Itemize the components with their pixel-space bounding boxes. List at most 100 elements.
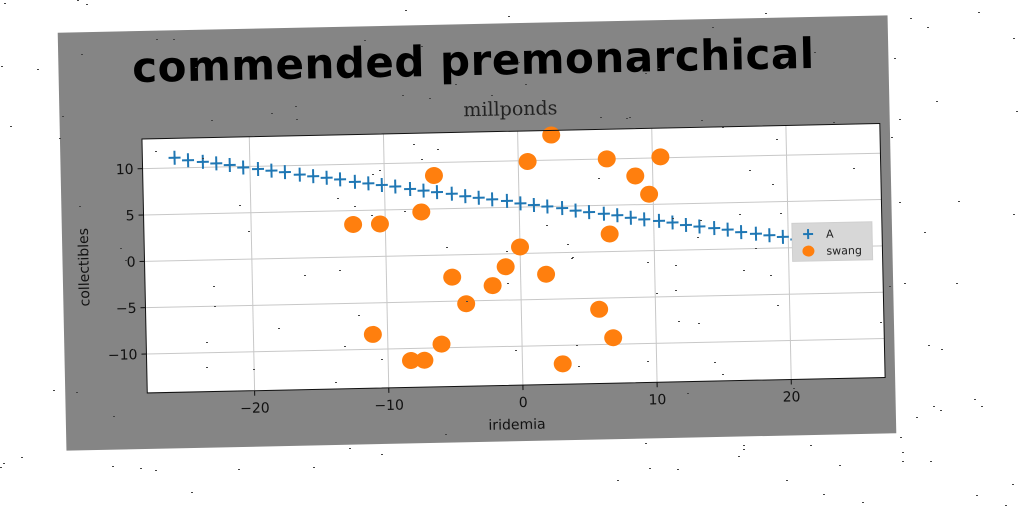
noise-speck	[421, 159, 423, 160]
y-gridline	[144, 245, 883, 262]
noise-speck	[743, 270, 745, 271]
noise-speck	[772, 184, 774, 185]
y-axis-label: collectibles	[76, 228, 94, 307]
noise-speck	[371, 215, 373, 216]
y-gridline	[145, 291, 884, 309]
noise-speck	[940, 410, 942, 411]
series-a-point	[182, 153, 195, 168]
noise-speck	[777, 305, 779, 306]
noise-speck	[743, 449, 745, 450]
x-gridline	[382, 133, 390, 388]
noise-speck	[133, 349, 135, 350]
noise-speck	[749, 170, 751, 171]
noise-speck	[678, 321, 680, 322]
noise-speck	[894, 58, 896, 59]
noise-speck	[776, 139, 778, 140]
noise-speck	[645, 443, 647, 444]
noise-speck	[900, 437, 902, 438]
noise-speck	[833, 122, 835, 123]
swang-point	[370, 215, 389, 233]
legend-label: A	[826, 228, 834, 241]
noise-speck	[1013, 38, 1015, 39]
series-a-point	[693, 219, 706, 234]
noise-speck	[924, 232, 926, 233]
noise-speck	[140, 468, 142, 469]
noise-speck	[862, 502, 864, 503]
noise-speck	[910, 18, 912, 19]
noise-speck	[344, 346, 346, 347]
noise-speck	[899, 119, 901, 120]
noise-speck	[466, 301, 468, 302]
noise-speck	[10, 126, 12, 127]
noise-speck	[21, 457, 23, 458]
noise-speck	[546, 225, 548, 226]
noise-speck	[765, 13, 767, 14]
noise-speck	[271, 113, 273, 114]
swang-point	[496, 258, 515, 276]
series-a-point	[486, 192, 499, 207]
noise-speck	[904, 283, 906, 284]
noise-speck	[930, 461, 932, 462]
series-a-point	[721, 222, 734, 237]
noise-speck	[364, 40, 366, 41]
y-gridline	[143, 199, 882, 216]
noise-speck	[53, 390, 55, 391]
legend-label: swang	[826, 244, 862, 258]
x-tick-label: 20	[783, 389, 801, 405]
noise-speck	[62, 116, 64, 117]
noise-speck	[770, 275, 772, 276]
noise-speck	[253, 369, 255, 370]
series-a-point	[417, 183, 430, 198]
noise-speck	[445, 434, 447, 435]
noise-speck	[687, 393, 689, 394]
noise-speck	[738, 456, 740, 457]
noise-speck	[59, 138, 61, 139]
x-tick-label: 10	[648, 392, 666, 408]
series-a-point	[583, 205, 596, 220]
noise-speck	[672, 218, 674, 219]
noise-speck	[786, 480, 788, 481]
noise-speck	[941, 349, 943, 350]
noise-speck	[206, 342, 208, 343]
series-a-point	[500, 193, 513, 208]
series-a-point	[527, 197, 540, 212]
noise-speck	[927, 27, 929, 28]
x-gridline	[785, 125, 792, 380]
noise-speck	[404, 211, 406, 212]
noise-speck	[712, 27, 714, 28]
series-a-point	[556, 201, 569, 216]
chart-title: millponds	[463, 97, 557, 121]
swang-point	[651, 148, 670, 166]
swang-point	[401, 352, 420, 370]
noise-speck	[381, 454, 383, 455]
noise-speck	[239, 205, 241, 206]
series-a-point	[624, 210, 637, 225]
noise-speck	[358, 315, 360, 316]
noise-speck	[902, 452, 904, 453]
noise-speck	[349, 448, 351, 449]
noise-speck	[518, 62, 520, 63]
series-a-point	[362, 176, 375, 191]
legend-marker-a	[803, 229, 814, 240]
swang-point	[518, 153, 537, 171]
noise-speck	[413, 144, 415, 145]
noise-speck	[354, 206, 356, 207]
noise-speck	[658, 68, 660, 69]
series-a-point	[763, 228, 776, 243]
noise-speck	[214, 306, 216, 307]
series-a-point	[749, 226, 762, 241]
noise-speck	[296, 119, 298, 120]
series-a-point	[237, 160, 250, 175]
series-a-point	[334, 172, 347, 187]
noise-speck	[649, 468, 651, 469]
series-a-point	[679, 217, 692, 232]
noise-speck	[722, 127, 724, 128]
series-a-point	[666, 215, 679, 230]
noise-speck	[335, 382, 337, 383]
series-a-point	[348, 174, 361, 189]
series-a-point	[514, 196, 527, 211]
noise-speck	[506, 251, 508, 252]
noise-speck	[125, 260, 127, 261]
noise-speck	[455, 84, 457, 85]
